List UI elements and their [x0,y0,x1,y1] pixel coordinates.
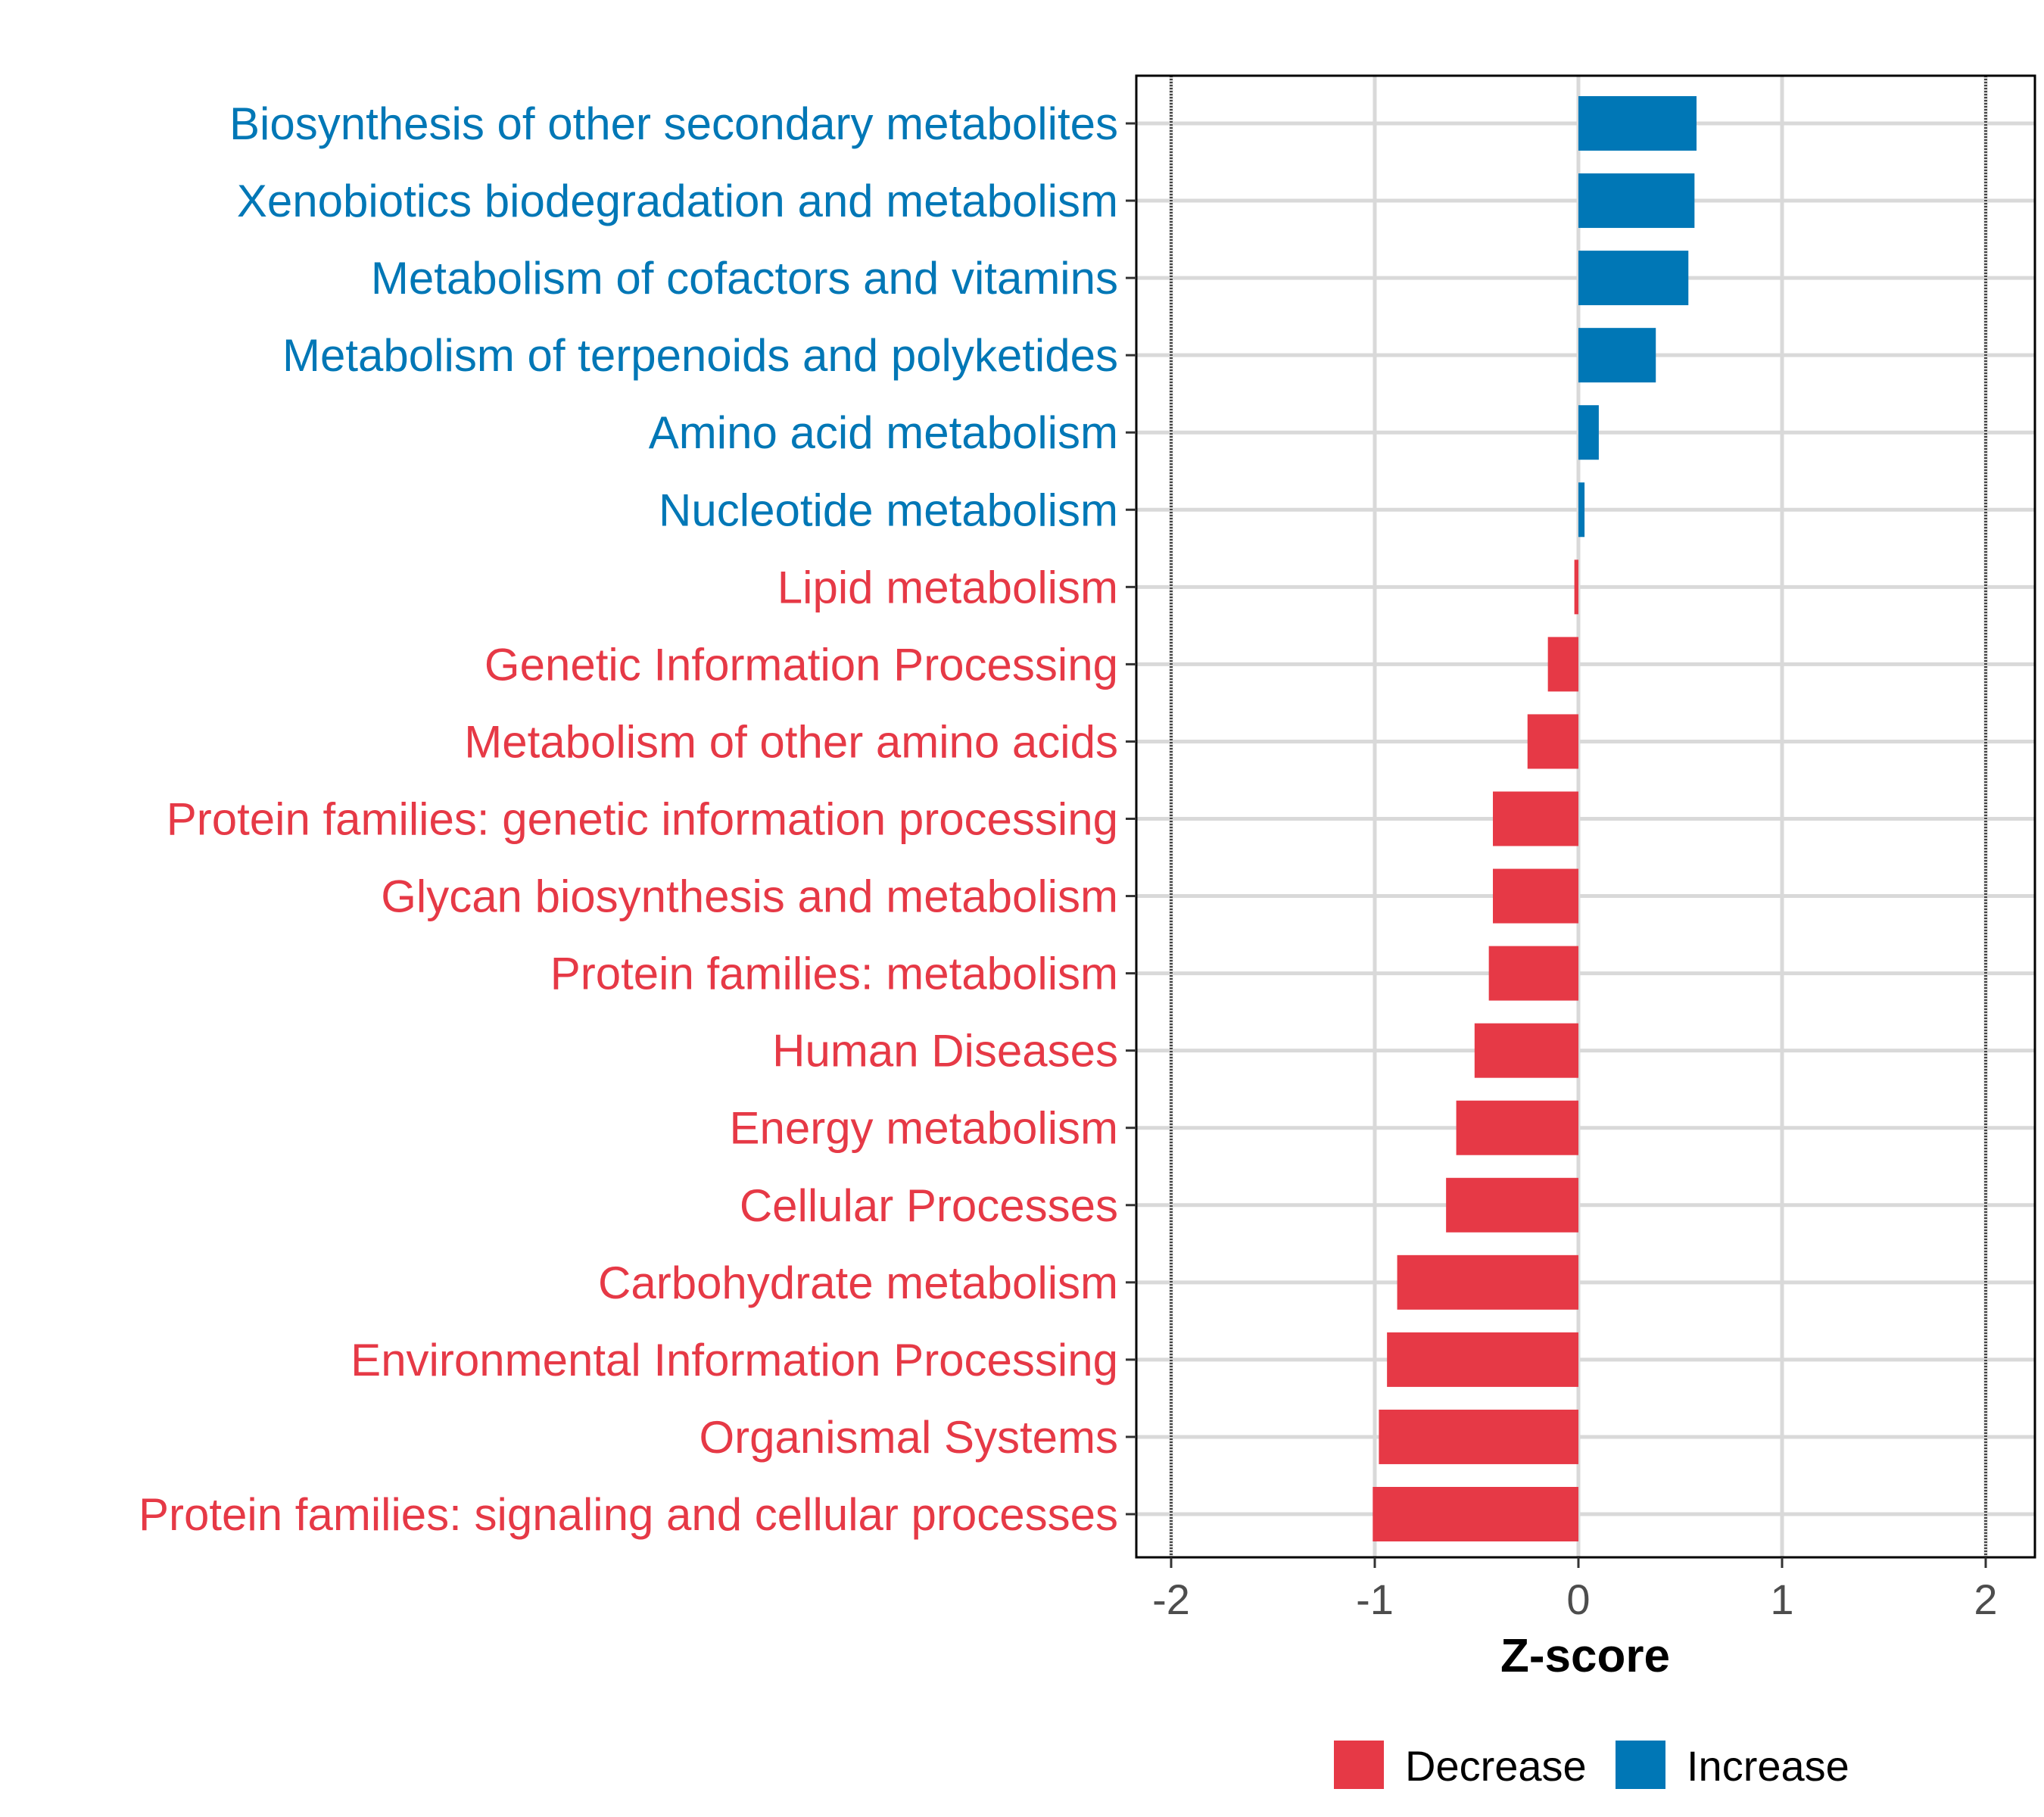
category-label: Metabolism of other amino acids [464,716,1118,767]
bar [1387,1332,1578,1387]
legend-swatch-decrease [1334,1741,1384,1789]
category-label: Organismal Systems [700,1412,1118,1463]
category-label: Biosynthesis of other secondary metaboli… [229,98,1118,149]
legend-swatch-increase [1616,1741,1665,1789]
plot-panel-border [1135,74,2036,1559]
category-label: Lipid metabolism [777,562,1118,612]
bar [1578,251,1689,306]
bar [1379,1409,1578,1464]
legend: Decrease Increase [1334,1741,1849,1790]
bar [1578,328,1656,383]
category-label: Glycan biosynthesis and metabolism [381,871,1118,922]
category-label: Protein families: signaling and cellular… [139,1489,1118,1540]
bar [1474,1023,1578,1078]
category-label: Protein families: metabolism [550,949,1118,999]
category-label: Carbohydrate metabolism [598,1258,1118,1308]
x-axis-ticks: -2 -1 0 1 2 [1152,1557,1998,1623]
category-label: Human Diseases [772,1026,1118,1077]
bar [1578,482,1585,538]
bar [1446,1177,1578,1233]
category-label: Xenobiotics biodegradation and metabolis… [237,176,1118,226]
bar [1574,559,1578,615]
category-label: Genetic Information Processing [485,639,1118,690]
grid-lines [1136,76,2035,1557]
bar [1456,1100,1578,1155]
bar [1493,791,1578,846]
bar [1527,714,1578,769]
bar [1397,1254,1578,1310]
bars [1373,96,1697,1541]
x-tick-label: 1 [1770,1575,1793,1623]
bar [1373,1487,1578,1541]
x-tick-label: -1 [1356,1575,1394,1623]
category-labels: Biosynthesis of other secondary metaboli… [139,98,1136,1540]
category-label: Energy metabolism [729,1103,1118,1154]
x-axis-title: Z-score [1500,1630,1670,1682]
bar [1578,96,1697,151]
category-label: Nucleotide metabolism [659,485,1118,535]
category-label: Metabolism of cofactors and vitamins [371,253,1118,304]
legend-label-decrease: Decrease [1405,1742,1587,1790]
bar [1578,173,1695,229]
category-label: Environmental Information Processing [351,1335,1118,1385]
bar [1488,946,1578,1001]
x-tick-label: 0 [1566,1575,1590,1623]
category-label: Amino acid metabolism [649,407,1118,458]
category-label: Cellular Processes [740,1180,1118,1231]
x-tick-label: -2 [1152,1575,1190,1623]
x-tick-label: 2 [1974,1575,1997,1623]
legend-label-increase: Increase [1687,1742,1849,1790]
bar [1493,868,1578,924]
category-label: Metabolism of terpenoids and polyketides [282,330,1118,381]
bar [1547,637,1578,692]
category-label: Protein families: genetic information pr… [167,794,1118,845]
bar [1578,405,1599,460]
